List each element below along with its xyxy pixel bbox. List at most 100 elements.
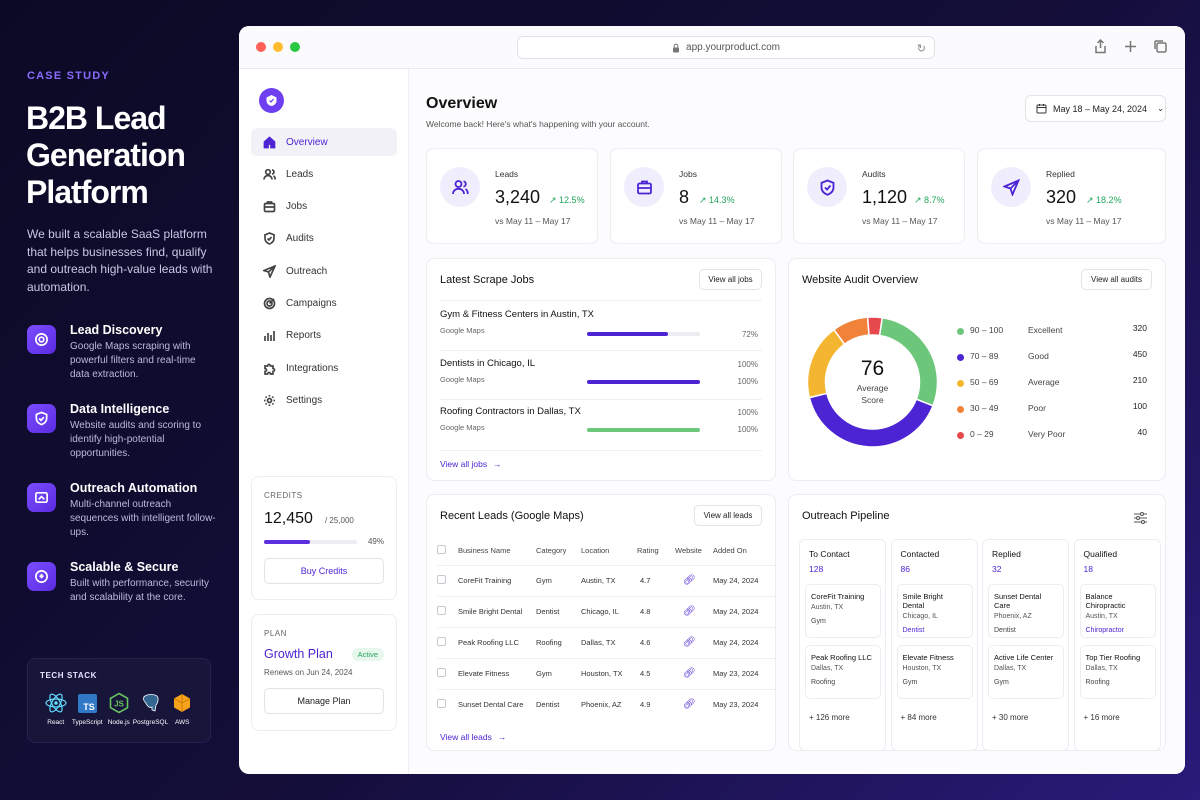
- cell-added-on: May 24, 2024: [713, 595, 775, 627]
- pipeline-more-link[interactable]: + 30 more: [992, 713, 1029, 722]
- view-all-audits-button[interactable]: View all audits: [1081, 269, 1152, 290]
- stat-delta-value: 12.5%: [559, 195, 585, 205]
- row-checkbox[interactable]: [437, 575, 446, 584]
- feature-outreach-automation: Outreach Automation Multi-channel outreac…: [27, 481, 217, 540]
- job-title: Dentists in Chicago, IL: [440, 358, 536, 369]
- maximize-window-button[interactable]: [290, 42, 300, 52]
- stat-card-replied[interactable]: Replied 320 ↗ 18.2% vs May 11 – May 17: [977, 148, 1166, 244]
- pipeline-lead-card[interactable]: Balance Chiropractic Austin, TX Chiropract…: [1079, 584, 1156, 638]
- new-tab-icon[interactable]: [1123, 39, 1138, 54]
- reload-icon[interactable]: ↻: [916, 43, 926, 55]
- manage-plan-button[interactable]: Manage Plan: [264, 688, 384, 714]
- stat-card-jobs[interactable]: Jobs 8 ↗ 14.3% vs May 11 – May 17: [610, 148, 782, 244]
- cell-added-on: May 23, 2024: [713, 688, 775, 720]
- legend-range: 50 – 69: [970, 377, 999, 387]
- filter-sliders-icon[interactable]: [1134, 511, 1147, 529]
- pipeline-column-title: Contacted: [900, 549, 940, 559]
- sidebar-item-outreach[interactable]: Outreach: [251, 257, 397, 285]
- link-icon[interactable]: 🔗︎: [675, 688, 713, 720]
- tech-nodejs: JS Node.js: [103, 692, 135, 726]
- link-icon[interactable]: 🔗︎: [675, 626, 713, 658]
- job-progress: [587, 428, 700, 432]
- sidebar-item-reports[interactable]: Reports: [251, 322, 397, 350]
- sidebar-item-integrations[interactable]: Integrations: [251, 354, 397, 382]
- lead-name: Balance Chiropractic: [1085, 592, 1126, 610]
- table-row[interactable]: CoreFit Training Gym Austin, TX 4.7 🔗︎ May 24…: [437, 564, 775, 596]
- lead-location: Houston, TX: [902, 665, 942, 672]
- link-icon[interactable]: 🔗︎: [675, 595, 713, 627]
- row-checkbox[interactable]: [437, 699, 446, 709]
- sidebar-item-overview[interactable]: Overview: [251, 128, 397, 156]
- address-bar[interactable]: app.yourproduct.com ↻: [517, 36, 935, 59]
- browser-chrome: app.yourproduct.com ↻: [239, 26, 1185, 69]
- view-all-leads-button[interactable]: View all leads: [694, 505, 762, 526]
- sidebar-item-jobs[interactable]: Jobs: [251, 193, 397, 221]
- sidebar-item-label: Leads: [286, 168, 314, 180]
- row-checkbox[interactable]: [437, 606, 446, 615]
- link-icon[interactable]: 🔗︎: [675, 564, 713, 596]
- link-icon[interactable]: 🔗︎: [675, 657, 713, 689]
- row-checkbox[interactable]: [437, 668, 446, 677]
- sidebar-item-campaigns[interactable]: Campaigns: [251, 289, 397, 317]
- table-row[interactable]: Peak Roofing LLC Roofing Dallas, TX 4.6 🔗︎ Ma…: [437, 626, 775, 658]
- sidebar-item-label: Outreach: [286, 265, 328, 277]
- select-all-checkbox[interactable]: [437, 545, 446, 555]
- sidebar-item-label: Jobs: [286, 201, 308, 213]
- pipeline-lead-card[interactable]: CoreFit Training Austin, TX Gym: [805, 584, 881, 638]
- job-progress-fill: [587, 380, 700, 384]
- pipeline-more-link[interactable]: + 84 more: [900, 713, 937, 722]
- buy-credits-button[interactable]: Buy Credits: [264, 558, 384, 584]
- pipeline-lead-card[interactable]: Sunset Dental Care Phoenix, AZ Dentist: [988, 584, 1064, 638]
- legend-swatch: [957, 406, 964, 413]
- sidebar-item-leads[interactable]: Leads: [251, 160, 397, 188]
- legend-swatch: [957, 432, 964, 439]
- postgresql-logo: [140, 692, 162, 714]
- browser-window: app.yourproduct.com ↻ Overview Leads Job…: [239, 26, 1185, 774]
- pipeline-lead-card[interactable]: Active Life Center Dallas, TX Gym: [988, 645, 1064, 699]
- typescript-logo: TS: [76, 692, 98, 714]
- job-percent: 72%: [741, 330, 758, 339]
- pipeline-lead-card[interactable]: Elevate Fitness Houston, TX Gym: [896, 645, 973, 699]
- stat-card-audits[interactable]: Audits 1,120 ↗ 8.7% vs May 11 – May 17: [793, 148, 965, 244]
- scrape-job-item[interactable]: Roofing Contractors in Dallas, TX 100% G…: [440, 406, 758, 446]
- table-row[interactable]: Smile Bright Dental Dentist Chicago, IL 4.8…: [437, 595, 775, 627]
- row-checkbox[interactable]: [437, 637, 446, 646]
- view-all-leads-link[interactable]: View all leads →: [440, 732, 506, 742]
- website-audit-overview-card: Website Audit Overview View all audits 7…: [788, 258, 1166, 481]
- sidebar-item-audits[interactable]: Audits: [251, 225, 397, 253]
- lead-location: Austin, TX: [1085, 613, 1118, 620]
- pipeline-lead-card[interactable]: Peak Roofing LLC Dallas, TX Roofing: [805, 645, 881, 699]
- stat-card-leads[interactable]: Leads 3,240 ↗ 12.5% vs May 11 – May 17: [426, 148, 598, 244]
- job-progress: [587, 332, 700, 336]
- column-header: Rating: [637, 546, 659, 556]
- donut-slice-4[interactable]: [866, 316, 884, 337]
- recent-leads-card: Recent Leads (Google Maps) View all lead…: [426, 494, 776, 751]
- share-icon[interactable]: [1093, 38, 1108, 54]
- date-range-picker[interactable]: May 18 – May 24, 2024 ⌄: [1025, 95, 1166, 122]
- app-logo[interactable]: [259, 88, 284, 113]
- legend-quality: Average: [1028, 377, 1060, 387]
- tabs-overview-icon[interactable]: [1153, 39, 1168, 54]
- lead-tag: Gym: [994, 679, 1009, 686]
- view-all-jobs-button[interactable]: View all jobs: [699, 269, 762, 290]
- table-row[interactable]: Elevate Fitness Gym Houston, TX 4.5 🔗︎ May 23…: [437, 657, 775, 689]
- pipeline-more-link[interactable]: + 126 more: [809, 713, 850, 722]
- cell-rating: 4.7: [637, 564, 675, 596]
- view-all-jobs-link[interactable]: View all jobs →: [440, 459, 502, 469]
- minimize-window-button[interactable]: [273, 42, 283, 52]
- pipeline-lead-card[interactable]: Top Tier Roofing Dallas, TX Roofing: [1079, 645, 1156, 699]
- pipeline-lead-card[interactable]: Smile Bright Dental Chicago, IL Dentist: [896, 584, 973, 638]
- table-row[interactable]: Sunset Dental Care Dentist Phoenix, AZ 4.9 🔗…: [437, 688, 775, 720]
- close-window-button[interactable]: [256, 42, 266, 52]
- feature-title: Scalable & Secure: [70, 560, 179, 574]
- sidebar-item-settings[interactable]: Settings: [251, 386, 397, 414]
- scrape-job-item[interactable]: Dentists in Chicago, IL 100% Google Maps…: [440, 358, 758, 398]
- scrape-job-item[interactable]: Gym & Fitness Centers in Austin, TX Goog…: [440, 309, 758, 349]
- tech-label: TypeScript: [71, 719, 103, 726]
- case-study-panel: CASE STUDY B2B Lead Generation Platform …: [0, 0, 235, 800]
- cell-added-on: May 24, 2024: [713, 626, 775, 658]
- send-icon: [27, 483, 56, 512]
- stat-label: Leads: [495, 169, 519, 179]
- pipeline-more-link[interactable]: + 16 more: [1083, 713, 1120, 722]
- tech-label: PostgreSQL: [132, 719, 169, 726]
